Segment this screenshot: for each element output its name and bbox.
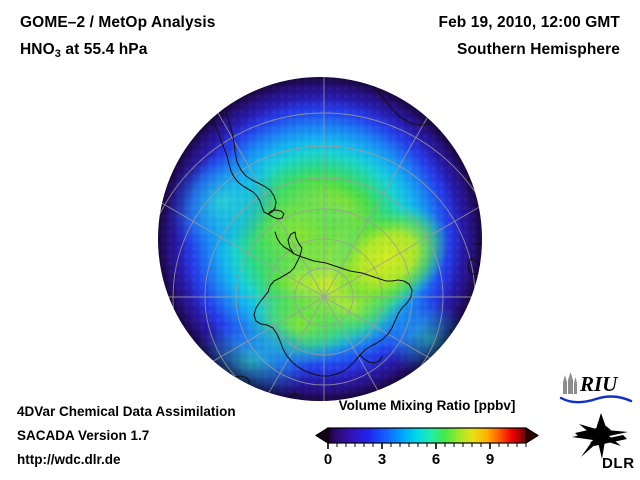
riu-tower-icon bbox=[563, 372, 577, 394]
field-overlays bbox=[158, 77, 482, 401]
colorbar-title: Volume Mixing Ratio [ppbv] bbox=[338, 398, 516, 413]
coastline-south-america bbox=[192, 77, 277, 215]
colorbar-minor-ticks bbox=[327, 443, 527, 447]
riu-logo: RIU bbox=[559, 372, 633, 404]
globe-svg bbox=[158, 77, 482, 401]
dlr-emblem-icon bbox=[572, 413, 628, 459]
colorbar-tick-label-2: 6 bbox=[432, 451, 440, 468]
coastline-antarctica bbox=[253, 231, 413, 377]
footer-version-label: SACADA Version 1.7 bbox=[17, 428, 150, 443]
colorbar-svg: 0 3 6 9 bbox=[315, 427, 539, 468]
graticule bbox=[158, 77, 482, 401]
colorbar-gradient-ramp bbox=[327, 427, 527, 444]
coastline-tierra-del-fuego bbox=[267, 209, 285, 220]
colorbar: Volume Mixing Ratio [ppbv] bbox=[312, 398, 542, 470]
coastline-tasmania bbox=[467, 257, 482, 275]
footer-url-label: http://wdc.dlr.de bbox=[17, 452, 121, 467]
footer-method-label: 4DVar Chemical Data Assimilation bbox=[17, 404, 236, 419]
page-title-instrument: GOME–2 / MetOp Analysis bbox=[20, 14, 216, 31]
colorbar-tick-label-3: 9 bbox=[486, 451, 494, 468]
species-formula-prefix: HNO bbox=[20, 41, 55, 58]
colorbar-major-ticks bbox=[327, 443, 491, 449]
coastline-ross-sea bbox=[359, 354, 383, 364]
colorbar-tick-label-1: 3 bbox=[378, 451, 386, 468]
coastline-antarctic-peninsula bbox=[274, 231, 295, 255]
species-formula-subscript: 3 bbox=[54, 48, 61, 60]
graticule-meridians bbox=[158, 77, 482, 401]
page-title-species: HNO3 at 55.4 hPa bbox=[20, 41, 147, 60]
datetime-label: Feb 19, 2010, 12:00 GMT bbox=[438, 14, 620, 31]
riu-wave-icon bbox=[559, 395, 633, 404]
species-formula-suffix: at 55.4 hPa bbox=[60, 41, 148, 58]
globe-disc bbox=[158, 77, 482, 401]
riu-wordmark: RIU bbox=[579, 372, 619, 396]
colorbar-tick-label-0: 0 bbox=[324, 451, 332, 468]
polar-projection-map bbox=[0, 62, 640, 410]
region-label: Southern Hemisphere bbox=[457, 41, 620, 58]
colorbar-low-extend-arrow bbox=[315, 427, 329, 444]
colorbar-high-extend-arrow bbox=[525, 427, 539, 444]
dlr-wordmark: DLR bbox=[602, 455, 635, 470]
dlr-logo: DLR bbox=[572, 413, 635, 470]
